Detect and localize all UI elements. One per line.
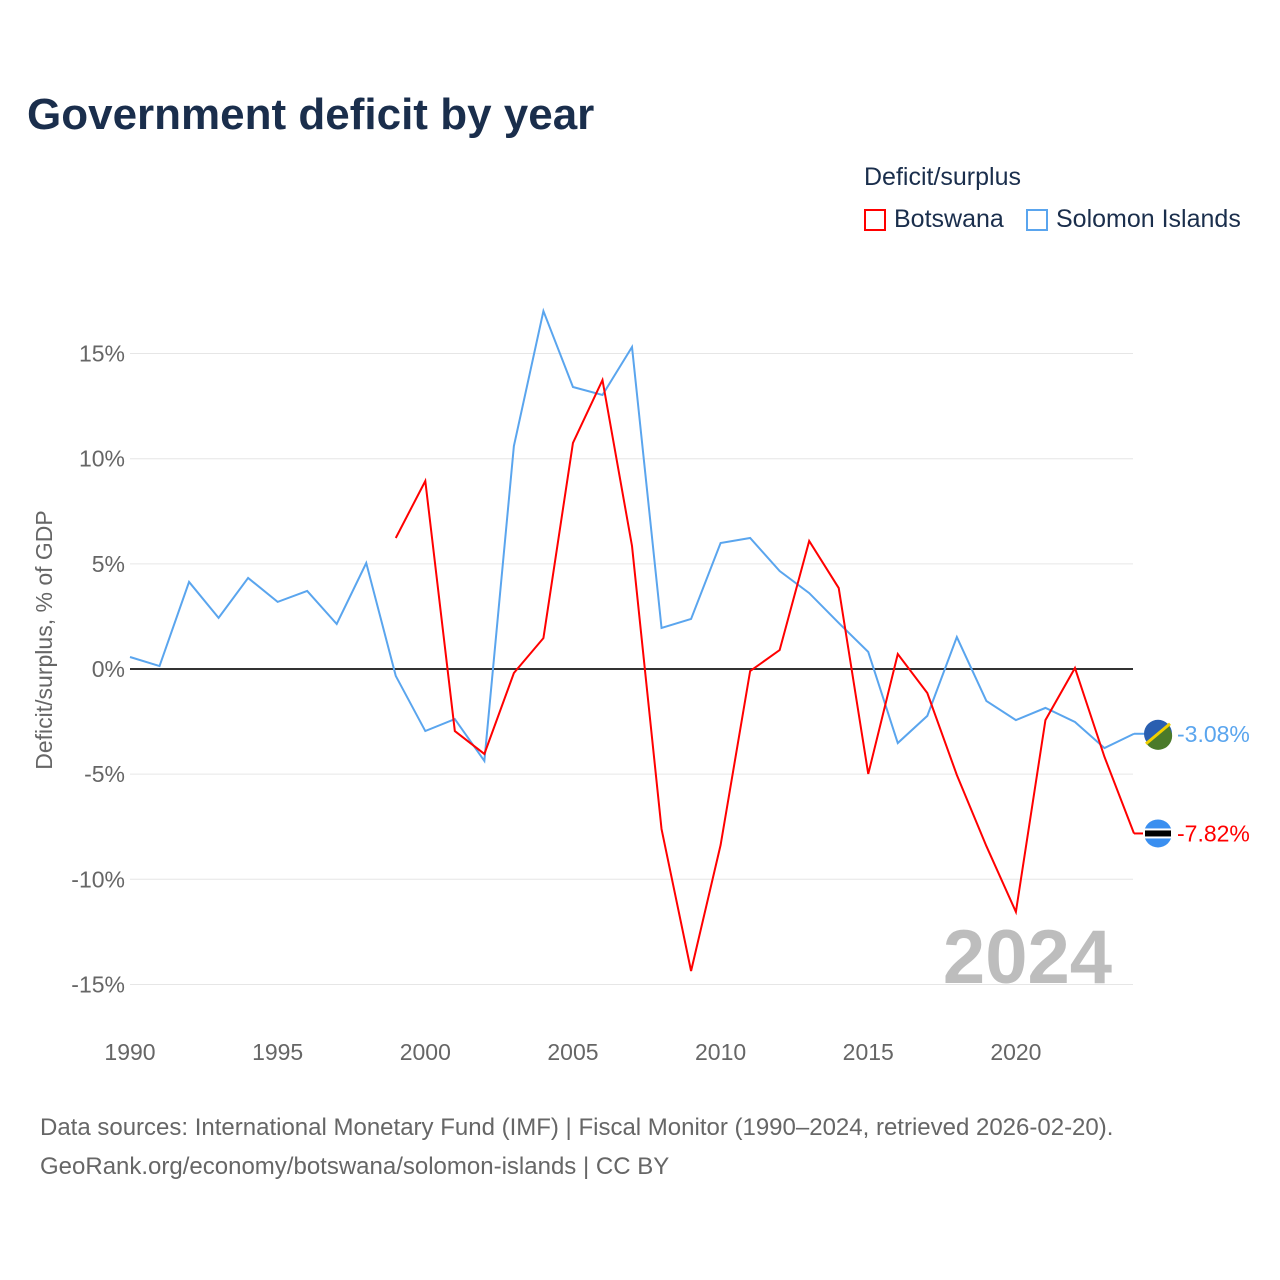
- y-tick-label: -15%: [71, 971, 125, 997]
- x-tick-label: 2020: [990, 1039, 1041, 1065]
- x-tick-label: 2000: [400, 1039, 451, 1065]
- y-tick-label: -10%: [71, 866, 125, 892]
- end-value-label: -3.08%: [1177, 721, 1250, 747]
- legend-swatch: [1026, 208, 1048, 231]
- x-tick-label: 1990: [104, 1039, 155, 1065]
- y-axis-label: Deficit/surplus, % of GDP: [31, 510, 57, 769]
- legend-item-solomon-islands[interactable]: Solomon Islands: [1026, 205, 1241, 234]
- legend-swatch: [864, 208, 886, 231]
- y-tick-label: 0%: [92, 656, 125, 682]
- legend-label: Botswana: [894, 205, 1004, 233]
- flag-green: [1146, 723, 1173, 750]
- end-value-label: -7.82%: [1177, 820, 1250, 846]
- source-note: Data sources: International Monetary Fun…: [40, 1108, 1113, 1186]
- y-tick-label: 15%: [79, 341, 125, 367]
- series-line-solomon-islands: [129, 307, 1135, 764]
- flag-stripe: [1145, 722, 1171, 745]
- source-link[interactable]: GeoRank.org/economy/botswana/solomon-isl…: [40, 1153, 670, 1180]
- legend-item-botswana[interactable]: Botswana: [864, 205, 1004, 234]
- x-tick-label: 2015: [843, 1039, 894, 1065]
- legend-label: Solomon Islands: [1056, 205, 1241, 233]
- x-tick-label: 2005: [547, 1039, 598, 1065]
- y-tick-label: 10%: [79, 446, 125, 472]
- y-tick-label: 5%: [92, 551, 125, 577]
- y-tick-label: -5%: [84, 761, 125, 787]
- flag-stripe: [1143, 828, 1173, 839]
- x-tick-label: 1995: [252, 1039, 303, 1065]
- year-watermark: 2024: [943, 915, 1112, 1000]
- series-line-botswana: [394, 376, 1135, 972]
- chart-title: Government deficit by year: [27, 90, 595, 139]
- source-line: Data sources: International Monetary Fun…: [40, 1114, 1114, 1141]
- legend-title: Deficit/surplus: [864, 163, 1021, 191]
- x-tick-label: 2010: [695, 1039, 746, 1065]
